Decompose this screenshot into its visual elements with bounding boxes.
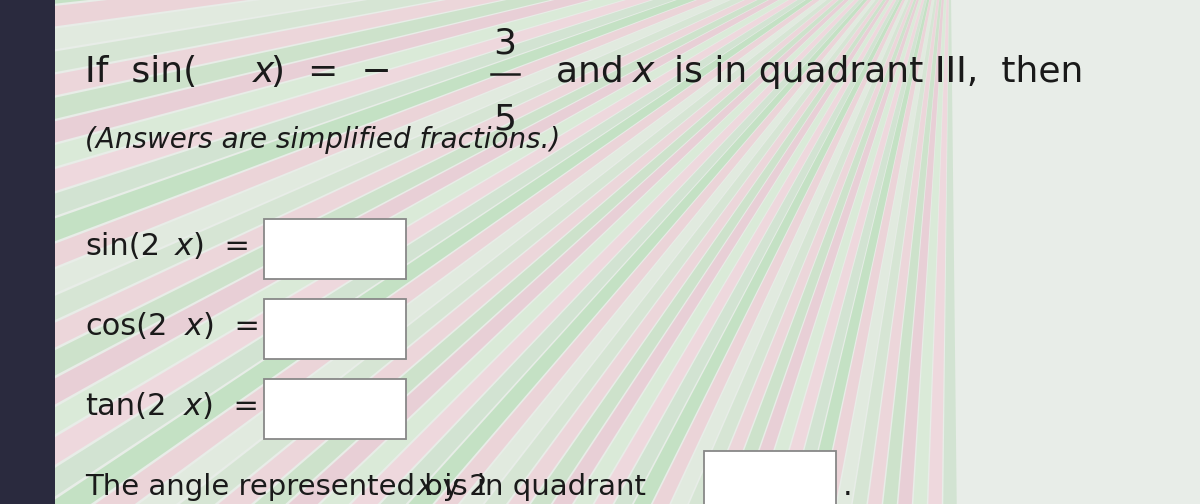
Polygon shape <box>877 0 950 504</box>
Text: )  =: ) = <box>203 312 260 341</box>
Polygon shape <box>0 0 950 504</box>
Polygon shape <box>245 0 950 504</box>
Polygon shape <box>0 0 950 504</box>
Bar <box>0 0 55 504</box>
Polygon shape <box>0 0 950 125</box>
Polygon shape <box>778 0 950 504</box>
Polygon shape <box>0 0 950 504</box>
Polygon shape <box>0 0 950 504</box>
Polygon shape <box>484 0 950 504</box>
Text: The angle represented by 2: The angle represented by 2 <box>85 473 487 501</box>
Polygon shape <box>679 0 950 504</box>
Polygon shape <box>0 0 950 504</box>
Polygon shape <box>0 0 950 504</box>
Text: sin(2: sin(2 <box>85 232 160 261</box>
Polygon shape <box>0 0 950 504</box>
Polygon shape <box>0 0 950 504</box>
Polygon shape <box>0 0 950 504</box>
Polygon shape <box>728 0 950 504</box>
Text: tan(2: tan(2 <box>85 392 167 421</box>
Polygon shape <box>532 0 950 504</box>
Text: (Answers are simplified fractions.): (Answers are simplified fractions.) <box>85 126 560 154</box>
Polygon shape <box>0 0 950 504</box>
Polygon shape <box>0 0 950 419</box>
Polygon shape <box>0 0 950 504</box>
Polygon shape <box>340 0 950 504</box>
Polygon shape <box>198 0 950 504</box>
Text: x: x <box>185 312 203 341</box>
Text: cos(2: cos(2 <box>85 312 167 341</box>
Polygon shape <box>0 0 950 504</box>
Polygon shape <box>0 0 950 504</box>
Text: )  =: ) = <box>193 232 250 261</box>
Polygon shape <box>928 0 972 504</box>
Polygon shape <box>0 0 950 504</box>
Polygon shape <box>434 0 950 504</box>
Text: .: . <box>842 472 853 501</box>
Polygon shape <box>0 0 950 76</box>
Polygon shape <box>0 0 950 504</box>
Text: )  =: ) = <box>202 392 259 421</box>
Polygon shape <box>107 0 950 504</box>
Text: x: x <box>634 55 654 89</box>
Polygon shape <box>0 0 950 504</box>
Text: If  sin(: If sin( <box>85 55 197 89</box>
Text: is in quadrant: is in quadrant <box>436 473 646 501</box>
FancyBboxPatch shape <box>264 379 406 439</box>
Polygon shape <box>0 0 950 504</box>
Polygon shape <box>0 0 950 26</box>
Polygon shape <box>0 0 950 504</box>
Polygon shape <box>0 0 950 504</box>
Polygon shape <box>0 0 950 504</box>
Polygon shape <box>581 0 950 504</box>
Text: x: x <box>418 473 434 501</box>
Polygon shape <box>0 0 950 504</box>
Polygon shape <box>0 0 950 504</box>
Text: x: x <box>184 392 202 421</box>
Polygon shape <box>0 0 950 224</box>
Polygon shape <box>0 0 950 504</box>
Polygon shape <box>62 0 950 504</box>
Polygon shape <box>0 0 950 504</box>
Text: )  =  −: ) = − <box>271 55 391 89</box>
Polygon shape <box>292 0 950 504</box>
Text: x: x <box>253 55 275 89</box>
Polygon shape <box>0 0 950 504</box>
Polygon shape <box>0 0 950 504</box>
Polygon shape <box>0 0 950 504</box>
FancyBboxPatch shape <box>704 451 836 504</box>
Text: 5: 5 <box>493 102 516 136</box>
Polygon shape <box>0 0 950 322</box>
Text: 3: 3 <box>493 27 516 61</box>
Polygon shape <box>152 0 950 504</box>
Polygon shape <box>0 0 950 371</box>
Polygon shape <box>0 0 950 175</box>
Polygon shape <box>0 0 950 504</box>
Text: and: and <box>533 55 647 89</box>
Polygon shape <box>0 0 950 504</box>
FancyBboxPatch shape <box>264 219 406 279</box>
Polygon shape <box>630 0 950 504</box>
Polygon shape <box>828 0 950 504</box>
Text: is in quadrant III,  then: is in quadrant III, then <box>650 55 1084 89</box>
Polygon shape <box>0 0 950 273</box>
FancyBboxPatch shape <box>264 299 406 359</box>
Polygon shape <box>0 0 950 504</box>
Text: x: x <box>175 232 193 261</box>
Polygon shape <box>18 0 950 504</box>
Polygon shape <box>0 0 950 504</box>
Polygon shape <box>386 0 950 504</box>
Polygon shape <box>0 0 950 504</box>
Polygon shape <box>0 0 950 467</box>
